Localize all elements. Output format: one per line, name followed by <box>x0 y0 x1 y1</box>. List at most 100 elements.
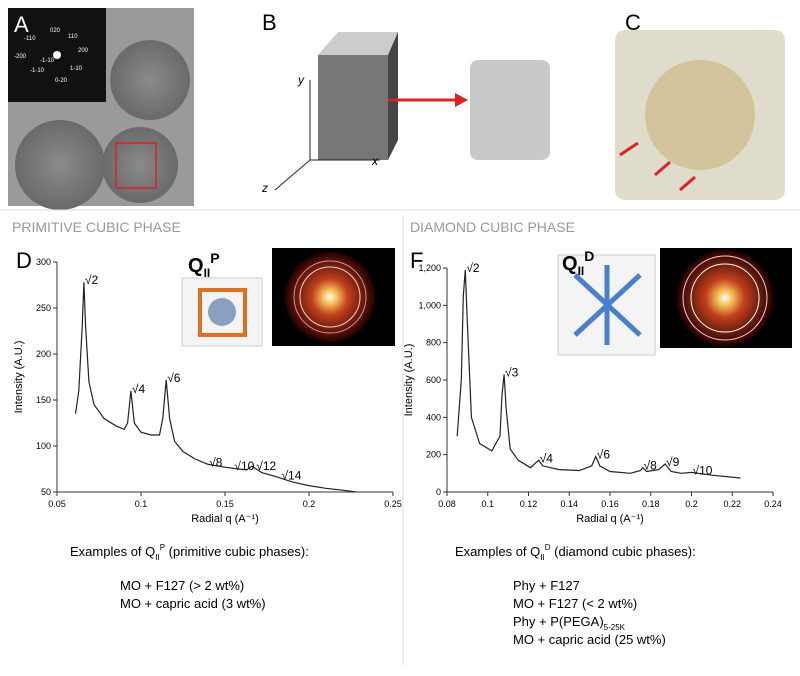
example-item: Phy + F127 <box>513 578 580 593</box>
particle <box>102 127 178 203</box>
peak-label: √12 <box>256 459 276 473</box>
x-tick-label: 0.24 <box>764 499 782 509</box>
example-item: Phy + P(PEGA)5-25K <box>513 614 626 632</box>
fft-label: 0-20 <box>55 78 68 84</box>
y-tick-label: 200 <box>426 450 441 460</box>
cube-face <box>318 55 388 160</box>
section-title: PRIMITIVE CUBIC PHASE <box>12 219 181 235</box>
y-tick-label: 100 <box>36 441 51 451</box>
y-axis-label: Intensity (A.U.) <box>403 344 415 417</box>
section-title: DIAMOND CUBIC PHASE <box>410 219 575 235</box>
peak-label: √2 <box>85 273 99 287</box>
example-item: MO + F127 (> 2 wt%) <box>120 578 244 593</box>
peak-label: √6 <box>597 448 611 462</box>
text-part: P <box>210 250 219 266</box>
text-part: D <box>545 543 551 552</box>
line-series <box>456 269 741 479</box>
text-part: Examples of Q <box>455 544 540 559</box>
x-axis-label: Radial q (A⁻¹) <box>191 513 259 525</box>
fft-label: 200 <box>78 48 89 54</box>
axis-name: y <box>297 73 305 87</box>
y-tick-label: 600 <box>426 375 441 385</box>
peak-label: √9 <box>666 455 680 469</box>
text-part: Q <box>562 253 578 275</box>
example-item: MO + capric acid (3 wt%) <box>120 596 266 611</box>
phase-label: QIIP <box>188 250 220 280</box>
x-tick-label: 0.22 <box>723 499 741 509</box>
y-tick-label: 150 <box>36 395 51 405</box>
y-tick-label: 200 <box>36 349 51 359</box>
charts: 50 100 150 200 250 300 0.05 0.1 0.15 0.2 0.25 Radia… <box>13 257 782 525</box>
examples-heading: Examples of QIID (diamond cubic phases): <box>455 543 696 562</box>
peak-label: √4 <box>540 451 554 465</box>
panel-label: B <box>262 10 277 35</box>
text-part: (diamond cubic phases): <box>551 544 696 559</box>
peak-label: √8 <box>644 459 658 473</box>
x-tick-label: 0.2 <box>685 499 698 509</box>
peak-label: √4 <box>132 382 146 396</box>
text-part: 5-25K <box>604 623 626 632</box>
y-tick-label: 1,000 <box>418 300 441 310</box>
text-part: Q <box>188 255 204 277</box>
x-tick-label: 0.2 <box>303 499 316 509</box>
highlight-box <box>115 142 157 189</box>
panel-label: F <box>410 248 423 273</box>
peak-label: √6 <box>167 371 181 385</box>
fft-label: 020 <box>50 28 61 34</box>
text-part: II <box>578 264 585 278</box>
lattice <box>470 60 550 160</box>
x-tick-label: 0.1 <box>481 499 494 509</box>
particle <box>110 40 190 120</box>
particle <box>15 120 105 210</box>
x-tick-label: 0.14 <box>560 499 578 509</box>
panel-label: A <box>14 12 29 37</box>
x-axis-label: Radial q (A⁻¹) <box>576 513 644 525</box>
fft-label: -1-10 <box>30 68 45 74</box>
phase-label: QIIP QIID <box>188 248 594 280</box>
y-tick-label: 0 <box>436 487 441 497</box>
text-part: Phy + P(PEGA) <box>513 614 604 629</box>
x-tick-label: 0.12 <box>520 499 538 509</box>
text-part: (primitive cubic phases): <box>165 544 309 559</box>
peak-label: √3 <box>505 365 519 379</box>
fft-center <box>53 51 61 59</box>
x-tick-label: 0.18 <box>642 499 660 509</box>
y-tick-label: 50 <box>41 487 51 497</box>
fft-label: -200 <box>14 54 27 60</box>
y-tick-label: 400 <box>426 412 441 422</box>
x-tick-label: 0.16 <box>601 499 619 509</box>
fft-label: -110 <box>24 36 36 42</box>
peak-label: √10 <box>693 463 713 477</box>
panel-label: E <box>373 252 388 277</box>
phase-label: QIID <box>562 248 594 278</box>
fft-label: 1-10 <box>70 66 83 72</box>
y-tick-label: 800 <box>426 338 441 348</box>
text-part: Examples of Q <box>70 544 155 559</box>
y-axis-label: Intensity (A.U.) <box>13 341 25 414</box>
text-part: D <box>584 248 594 264</box>
example-item: MO + capric acid (25 wt%) <box>513 632 666 647</box>
panel-label: G <box>765 252 782 277</box>
fft-labels: 020 110 -110 200 -200 1-10 -1-10 0-20 -1-10 <box>14 28 89 84</box>
example-item: MO + F127 (< 2 wt%) <box>513 596 637 611</box>
panel-label: C <box>625 10 641 35</box>
line-series <box>74 282 357 493</box>
peak-label: √10 <box>234 459 254 473</box>
axis-name: x <box>371 154 379 168</box>
text-part: II <box>204 266 211 280</box>
x-tick-label: 0.08 <box>438 499 456 509</box>
x-tick-label: 0.05 <box>48 499 66 509</box>
fft-label: 110 <box>68 34 78 40</box>
peak-label: √2 <box>466 261 480 275</box>
y-tick-label: 300 <box>36 257 51 267</box>
y-tick-label: 250 <box>36 303 51 313</box>
axis-name: z <box>261 181 268 195</box>
text-part: P <box>160 543 165 552</box>
peak-label: √14 <box>281 468 301 482</box>
x-tick-label: 0.1 <box>135 499 148 509</box>
x-tick-label: 0.25 <box>384 499 402 509</box>
text-part: II <box>155 553 159 562</box>
panel-label: D <box>16 248 32 273</box>
y-tick-label: 1,200 <box>418 263 441 273</box>
